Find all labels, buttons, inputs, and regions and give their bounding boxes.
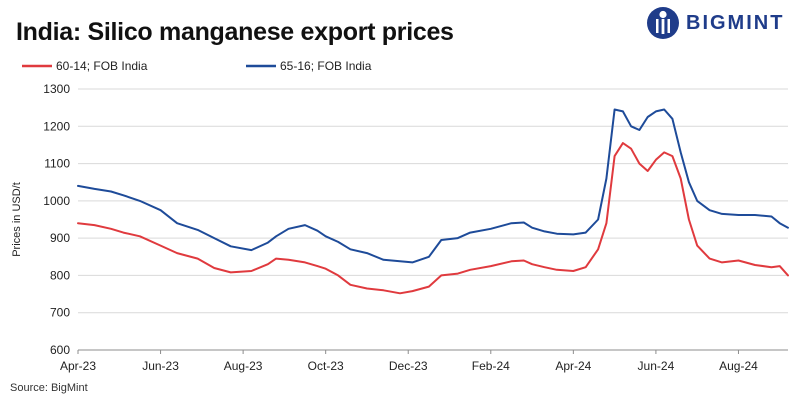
y-tick-label: 1100 bbox=[44, 157, 70, 171]
y-tick-label: 700 bbox=[50, 306, 70, 320]
x-tick-label: Jun-24 bbox=[638, 359, 675, 373]
y-tick-label: 1000 bbox=[43, 194, 70, 208]
series-line-1 bbox=[77, 142, 789, 295]
x-tick-label: Dec-23 bbox=[389, 359, 428, 373]
brand-logo: BIGMINT bbox=[646, 6, 802, 40]
series-line-2 bbox=[77, 108, 789, 264]
axes bbox=[77, 349, 788, 354]
y-tick-label: 1300 bbox=[43, 82, 70, 96]
x-tick-label: Apr-23 bbox=[60, 359, 96, 373]
series-lines bbox=[77, 108, 789, 295]
brand-name: BIGMINT bbox=[686, 12, 785, 34]
legend-label-2: 65-16; FOB India bbox=[280, 59, 372, 73]
legend-label-1: 60-14; FOB India bbox=[56, 59, 148, 73]
gridlines bbox=[78, 88, 788, 314]
y-axis-label: Prices in USD/t bbox=[11, 182, 23, 257]
y-tick-label: 800 bbox=[50, 268, 70, 282]
x-tick-label: Aug-24 bbox=[719, 359, 758, 373]
y-tick-label: 900 bbox=[50, 231, 70, 245]
y-tick-label: 1200 bbox=[43, 119, 70, 133]
x-tick-label: Apr-24 bbox=[555, 359, 591, 373]
chart-title: India: Silico manganese export prices bbox=[16, 18, 454, 46]
source-note: Source: BigMint bbox=[10, 382, 88, 394]
x-tick-label: Oct-23 bbox=[308, 359, 344, 373]
bigmint-logo-icon bbox=[647, 7, 679, 39]
y-tick-labels: 600 700 800 900 1000 1100 1200 1300 bbox=[43, 82, 70, 357]
x-tick-labels: Apr-23 Jun-23 Aug-23 Oct-23 Dec-23 Feb-24 Apr-… bbox=[60, 359, 758, 373]
x-tick-label: Jun-23 bbox=[142, 359, 179, 373]
x-tick-label: Feb-24 bbox=[472, 359, 510, 373]
legend: 60-14; FOB India 65-16; FOB India bbox=[22, 59, 372, 73]
y-tick-label: 600 bbox=[50, 343, 70, 357]
x-tick-label: Aug-23 bbox=[224, 359, 263, 373]
